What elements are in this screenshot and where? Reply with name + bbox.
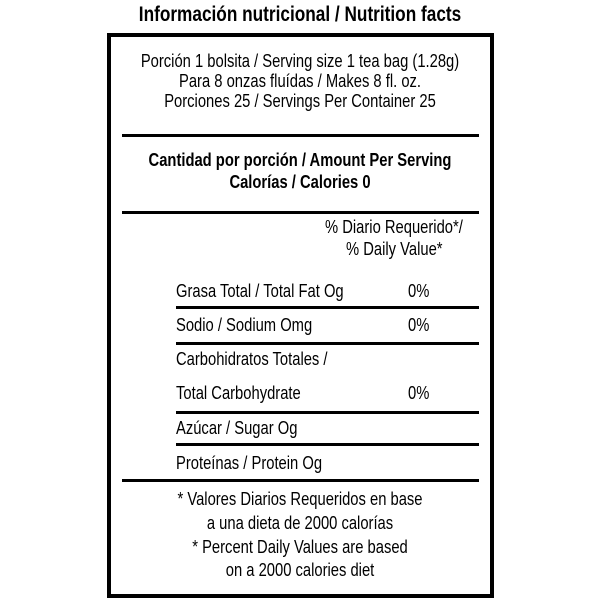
calories: Calorías / Calories 0 bbox=[229, 172, 371, 192]
label-title: Información nutricional / Nutrition fact… bbox=[138, 3, 462, 26]
footnote-es-2: a una dieta de 2000 calorías bbox=[206, 513, 394, 533]
footnote-en-2: on a 2000 calories diet bbox=[225, 560, 375, 580]
nutrient-label-carb-es: Carbohidratos Totales / bbox=[176, 349, 328, 369]
makes-volume: Para 8 onzas fluídas / Makes 8 fl. oz. bbox=[178, 71, 422, 91]
nutrient-label-protein: Proteínas / Protein Og bbox=[176, 453, 323, 473]
nutrient-label-sugar: Azúcar / Sugar Og bbox=[176, 418, 298, 438]
divider bbox=[176, 342, 479, 345]
nutrition-facts-panel bbox=[107, 33, 494, 598]
nutrient-dv-sodium: 0% bbox=[408, 315, 430, 335]
divider bbox=[122, 479, 479, 482]
amount-per-serving-heading: Cantidad por porción / Amount Per Servin… bbox=[148, 150, 452, 170]
divider bbox=[176, 411, 479, 414]
serving-size: Porción 1 bolsita / Serving size 1 tea b… bbox=[140, 51, 460, 71]
servings-per-container: Porciones 25 / Servings Per Container 25 bbox=[164, 91, 436, 111]
nutrient-label-sodium: Sodio / Sodium Omg bbox=[176, 315, 313, 335]
dv-header-en: % Daily Value* bbox=[346, 239, 443, 259]
dv-header-es: % Diario Requerido*/ bbox=[325, 217, 463, 237]
nutrient-dv-fat: 0% bbox=[408, 281, 430, 301]
footnote-es-1: * Valores Diarios Requeridos en base bbox=[177, 489, 423, 509]
nutrient-label-fat: Grasa Total / Total Fat Og bbox=[176, 281, 344, 301]
footnote-en-1: * Percent Daily Values are based bbox=[192, 537, 408, 557]
divider bbox=[176, 443, 479, 446]
divider bbox=[122, 134, 479, 137]
divider bbox=[176, 306, 479, 309]
nutrient-label-carb: Total Carbohydrate bbox=[176, 383, 301, 403]
nutrient-dv-carb: 0% bbox=[408, 383, 430, 403]
divider bbox=[122, 211, 479, 214]
